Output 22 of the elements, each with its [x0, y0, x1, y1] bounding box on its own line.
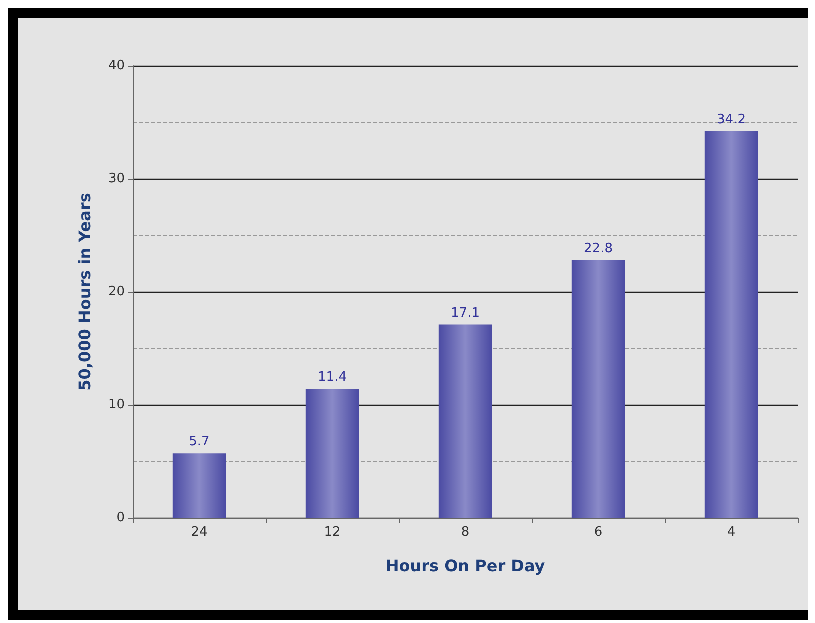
y-tick-label: 0	[116, 510, 125, 526]
bar	[172, 454, 226, 518]
x-axis-title: Hours On Per Day	[386, 556, 546, 576]
y-tick-label: 40	[108, 58, 125, 74]
bar	[438, 324, 492, 518]
data-label: 11.4	[318, 370, 347, 386]
x-tick-label: 4	[727, 525, 736, 540]
bar	[306, 389, 360, 518]
x-tick-label: 8	[461, 525, 470, 540]
x-tick-label: 12	[324, 525, 341, 540]
bar	[704, 132, 758, 518]
data-label: 34.2	[717, 112, 746, 128]
y-axis-title: 50,000 Hours in Years	[76, 193, 94, 391]
bar	[572, 260, 626, 518]
data-label: 17.1	[451, 306, 480, 321]
y-tick-label: 10	[108, 398, 125, 412]
x-tick-label: 6	[594, 525, 603, 540]
x-tick-label: 24	[191, 525, 208, 540]
data-label: 5.7	[189, 434, 210, 450]
data-label: 22.8	[584, 241, 613, 256]
y-tick-label: 30	[108, 172, 125, 186]
y-tick-label: 20	[108, 284, 125, 300]
